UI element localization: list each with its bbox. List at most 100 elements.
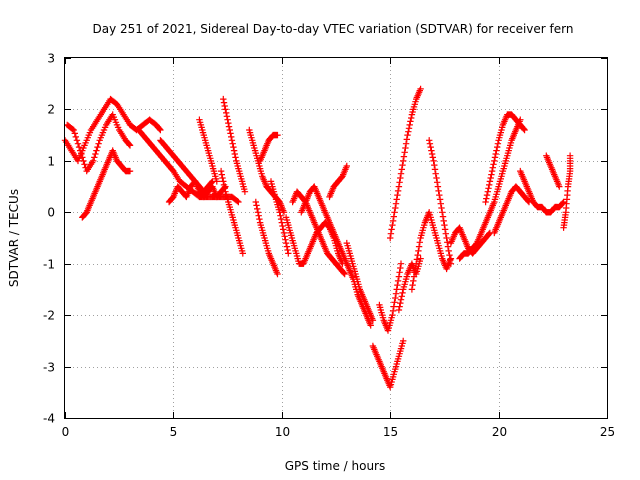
data-point: [282, 236, 289, 243]
data-point: [397, 296, 405, 303]
data-point: [430, 157, 437, 165]
data-point: [426, 140, 434, 147]
data-point: [400, 157, 407, 165]
y-tick-label: -1: [43, 258, 55, 272]
data-point: [443, 234, 450, 242]
data-point: [75, 143, 83, 151]
data-point: [395, 306, 403, 314]
data-point: [392, 294, 399, 302]
data-point: [230, 147, 238, 154]
data-point: [487, 174, 494, 182]
data-point: [225, 119, 232, 127]
data-point: [426, 137, 433, 144]
data-point: [428, 150, 436, 158]
y-tick-label: 1: [47, 155, 55, 169]
data-point: [483, 191, 491, 199]
data-point: [367, 322, 374, 329]
data-point: [220, 95, 227, 103]
x-tick-label: 20: [492, 425, 507, 439]
data-point: [81, 161, 88, 168]
data-point: [491, 154, 499, 161]
data-point: [227, 130, 234, 137]
data-point: [402, 140, 410, 147]
data-point: [395, 273, 403, 280]
data-point: [228, 133, 235, 141]
data-point: [412, 264, 419, 272]
data-point: [438, 204, 445, 212]
data-point: [341, 270, 348, 278]
data-point: [157, 126, 164, 134]
data-point: [391, 209, 398, 216]
data-point: [400, 337, 407, 345]
data-point: [283, 243, 291, 250]
data-point: [393, 196, 400, 203]
data-point: [404, 131, 411, 139]
data-point: [485, 185, 492, 192]
data-point: [223, 113, 231, 120]
data-point: [343, 162, 350, 170]
data-point: [284, 246, 291, 254]
data-point: [401, 149, 408, 156]
data-point: [394, 281, 401, 289]
data-point: [392, 290, 400, 297]
data-point: [409, 281, 416, 289]
data-point: [520, 125, 528, 133]
y-tick-label: -4: [43, 412, 55, 426]
data-point: [228, 137, 236, 144]
data-point: [415, 243, 423, 250]
data-point: [400, 153, 408, 160]
data-point: [80, 157, 87, 165]
data-point: [491, 157, 498, 165]
data-point: [413, 256, 421, 263]
data-point: [434, 183, 442, 190]
data-point: [431, 166, 439, 173]
data-point: [394, 187, 402, 195]
data-point: [389, 221, 396, 229]
data-point: [490, 161, 497, 168]
data-point: [417, 255, 424, 262]
data-point: [492, 150, 499, 158]
data-point: [393, 286, 400, 293]
data-point: [278, 219, 285, 226]
data-point: [415, 247, 422, 255]
y-tick-label: 0: [47, 206, 55, 220]
data-point: [94, 143, 101, 151]
x-tick-label: 10: [275, 425, 290, 439]
data-point: [406, 121, 413, 129]
data-point: [397, 174, 404, 182]
data-point: [231, 150, 238, 158]
data-point: [483, 195, 490, 202]
data-point: [405, 125, 413, 132]
data-point: [156, 125, 163, 133]
data-point: [90, 157, 97, 165]
data-point: [399, 161, 406, 169]
data-point: [398, 166, 405, 173]
data-point: [389, 217, 397, 225]
data-point: [402, 144, 409, 152]
data-point: [488, 171, 495, 178]
data-point: [441, 221, 448, 229]
data-point: [395, 183, 403, 190]
data-point: [432, 170, 439, 177]
data-point: [388, 226, 395, 233]
x-tick-label: 15: [383, 425, 398, 439]
data-point: [429, 154, 436, 161]
data-point: [77, 147, 84, 154]
data-point: [436, 196, 444, 203]
data-point: [224, 116, 231, 123]
data-point: [396, 269, 403, 276]
data-point: [92, 150, 99, 158]
data-point: [222, 106, 229, 113]
data-point: [254, 209, 262, 216]
data-point: [73, 137, 81, 144]
data-point: [280, 226, 287, 233]
data-point: [254, 205, 261, 213]
data-point: [391, 299, 398, 306]
data-point: [274, 270, 281, 278]
data-point: [493, 147, 500, 154]
data-point: [413, 260, 420, 267]
data-point: [436, 191, 443, 199]
y-tick-label: -3: [43, 361, 55, 375]
data-point: [282, 239, 290, 247]
